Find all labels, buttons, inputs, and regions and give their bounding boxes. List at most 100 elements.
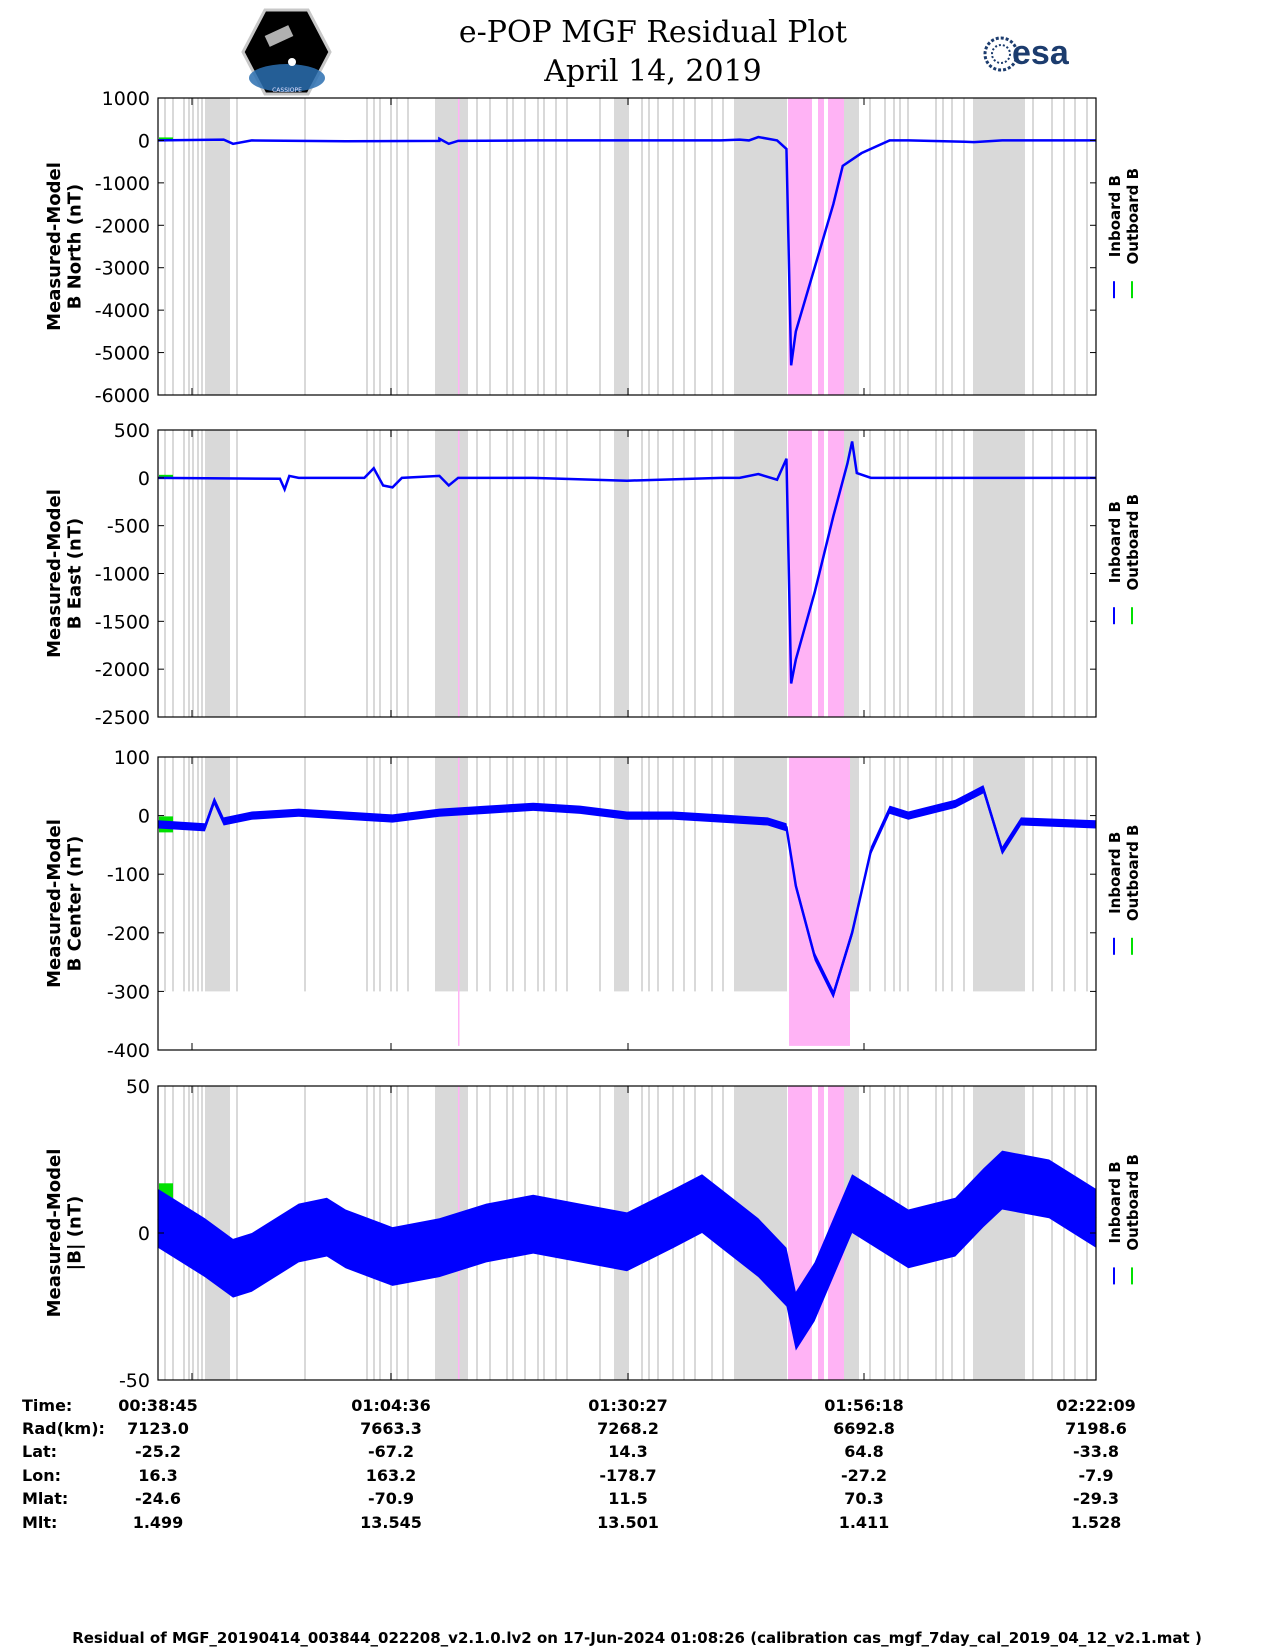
y-tick-label: -3000 (95, 258, 150, 280)
eclipse-shade-line (722, 98, 724, 395)
eclipse-shade (973, 430, 1025, 717)
eclipse-shade-line (373, 98, 375, 395)
eclipse-shade-line (188, 757, 190, 992)
info-cell: -24.6 (135, 1489, 181, 1508)
y-axis-label: Measured-ModelB East (nT) (44, 489, 86, 658)
eclipse-shade-line (396, 430, 398, 717)
eclipse-shade-line (683, 98, 685, 395)
eclipse-shade-line (183, 98, 185, 395)
info-cell: 11.5 (608, 1489, 647, 1508)
eclipse-shade (973, 98, 1025, 395)
inboard-series-line (157, 135, 1096, 366)
plot-frame (157, 756, 1097, 1051)
info-cell: 7268.2 (597, 1419, 659, 1438)
eclipse-shade-line (524, 430, 526, 717)
info-cell: 1.499 (133, 1513, 184, 1532)
eclipse-shade (734, 757, 787, 992)
eclipse-shade-line (192, 757, 194, 992)
y-tick-label: -2500 (95, 707, 150, 729)
info-cell: 163.2 (366, 1466, 417, 1485)
eclipse-shade-line (648, 757, 650, 992)
flag-shade (788, 98, 812, 395)
y-tick-label: 0 (138, 806, 150, 828)
eclipse-shade-line (907, 430, 909, 717)
cassiope-logo: CASSIOPE (241, 8, 332, 96)
eclipse-shade-line (951, 757, 953, 992)
info-row-label: Lat: (22, 1442, 57, 1461)
eclipse-shade-line (672, 430, 674, 717)
flag-shade-line (458, 430, 460, 717)
eclipse-shade-line (537, 757, 539, 992)
info-cell: 16.3 (138, 1466, 177, 1485)
flag-shade-line (458, 98, 460, 395)
info-cell: -178.7 (599, 1466, 656, 1485)
eclipse-shade-line (304, 98, 306, 395)
esa-logo: esa (983, 34, 1070, 72)
eclipse-shade-line (236, 98, 238, 395)
eclipse-shade-line (942, 757, 944, 992)
eclipse-shade-line (869, 98, 871, 395)
inboard-series-line (157, 787, 1097, 998)
eclipse-shade-line (192, 430, 194, 717)
y-axis-label: Measured-ModelB Center (nT) (44, 819, 86, 988)
eclipse-shade-line (657, 430, 659, 717)
eclipse-shade-line (899, 98, 901, 395)
y-tick-label: 500 (114, 420, 150, 442)
eclipse-shade-line (657, 757, 659, 992)
eclipse-shade-line (672, 98, 674, 395)
eclipse-shade-line (711, 98, 713, 395)
eclipse-shade-line (366, 757, 368, 992)
eclipse-shade-line (396, 757, 398, 992)
eclipse-shade-line (648, 430, 650, 717)
eclipse-shade-line (379, 430, 381, 717)
y-tick-label: -5000 (95, 343, 150, 365)
eclipse-shade-line (164, 757, 166, 992)
info-cell: -67.2 (368, 1442, 414, 1461)
eclipse-shade-line (188, 430, 190, 717)
eclipse-shade-line (942, 98, 944, 395)
footer-caption: Residual of MGF_20190414_003844_022208_v… (72, 1629, 1202, 1647)
eclipse-shade-line (694, 98, 696, 395)
eclipse-shade-line (390, 430, 392, 717)
panel-b-east: 500 0 -500 -1000 -1500 -2000 -2500 Measured-Mod… (44, 420, 1142, 729)
chart-date: April 14, 2019 (543, 54, 762, 89)
eclipse-shade-line (201, 98, 203, 395)
eclipse-shade-line (197, 430, 199, 717)
svg-text:esa: esa (1012, 34, 1070, 72)
eclipse-shade-line (694, 430, 696, 717)
eclipse-shade-line (476, 430, 478, 717)
eclipse-shade-line (555, 757, 557, 992)
eclipse-shade-line (694, 757, 696, 992)
eclipse-shade-line (1074, 757, 1076, 992)
flag-shade (828, 430, 844, 717)
eclipse-shade-line (1032, 757, 1034, 992)
legend-outboard-label: Outboard B (1124, 1154, 1142, 1251)
info-cell: 13.545 (360, 1513, 422, 1532)
orbit-info-table: Time: Rad(km): Lat: Lon: Mlat: Mlt: 00:38:45 71… (22, 1396, 1136, 1532)
eclipse-shade-line (172, 98, 174, 395)
eclipse-shade-line (366, 98, 368, 395)
eclipse-shade-line (512, 757, 514, 992)
y-tick-label: 100 (114, 747, 150, 769)
y-tick-label: -6000 (95, 385, 150, 407)
eclipse-shade-line (555, 430, 557, 717)
eclipse-shade-line (236, 430, 238, 717)
eclipse-shade-line (935, 98, 937, 395)
eclipse-shade-line (379, 757, 381, 992)
eclipse-shade-line (188, 98, 190, 395)
eclipse-shade-line (1032, 1086, 1034, 1380)
eclipse-shade-line (963, 98, 965, 395)
eclipse-shade-line (641, 757, 643, 992)
info-cell: 64.8 (844, 1442, 883, 1461)
y-tick-label: -1000 (95, 564, 150, 586)
eclipse-shade-line (390, 98, 392, 395)
eclipse-shade-line (1051, 757, 1053, 992)
svg-text:CASSIOPE: CASSIOPE (272, 87, 302, 94)
info-cell: 6692.8 (833, 1419, 895, 1438)
panel-b: 50 0 -50 Measured-Model|B| (nT) Inboard B Out… (44, 1076, 1142, 1392)
y-tick-label: -300 (107, 981, 150, 1003)
eclipse-shade-line (722, 430, 724, 717)
eclipse-shade-line (683, 757, 685, 992)
eclipse-shade-line (884, 98, 886, 395)
